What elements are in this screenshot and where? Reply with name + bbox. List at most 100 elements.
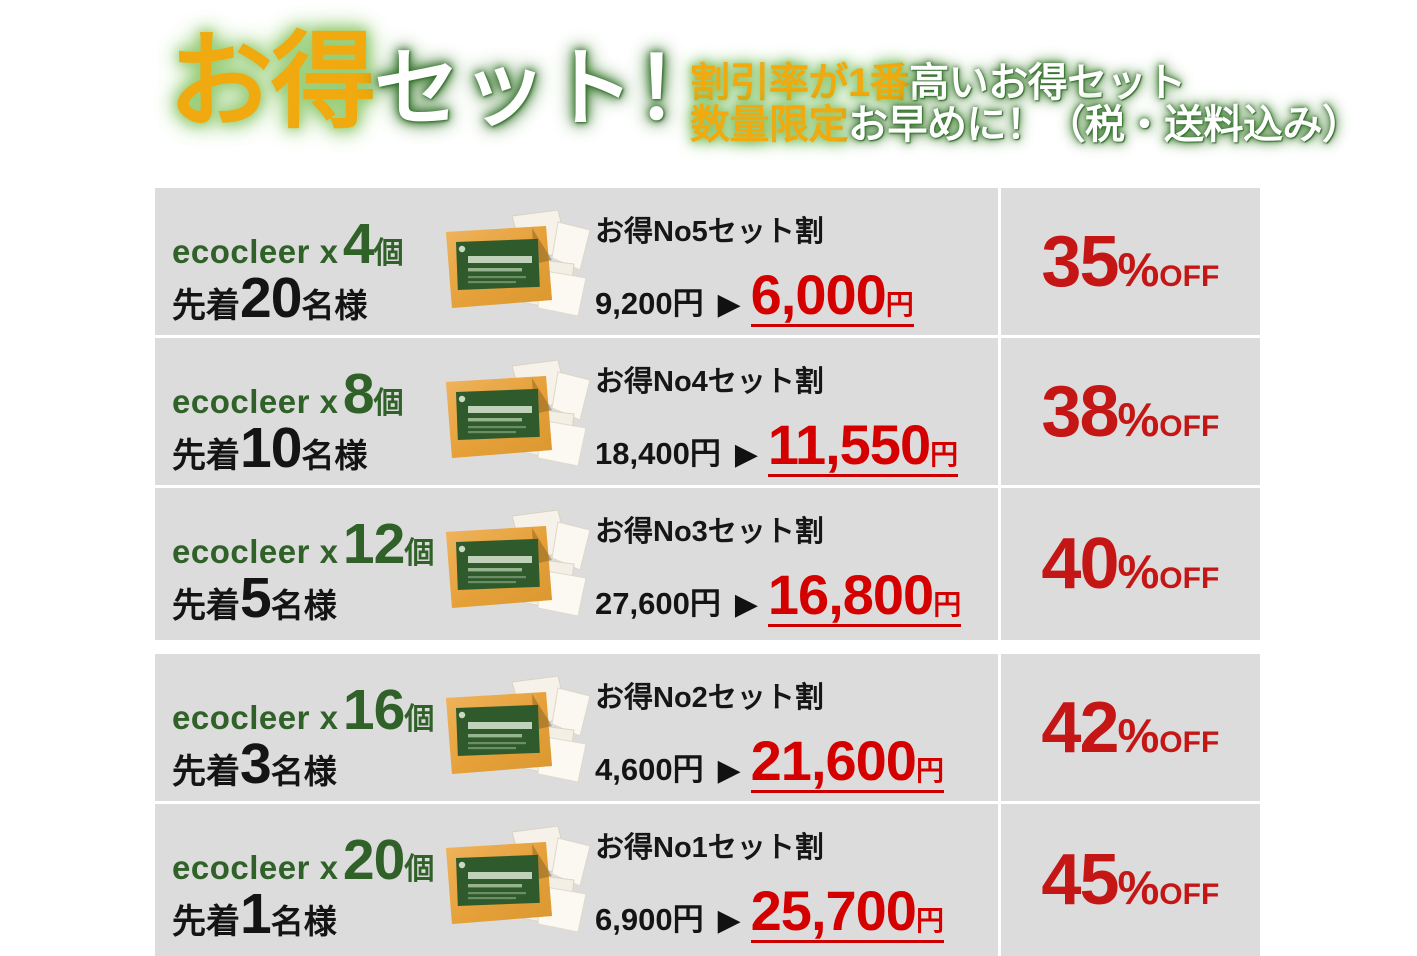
discounted-price-group: 16,800 円 [767,563,962,627]
table-row[interactable]: ecocleer x 20個 先着1名様 [155,804,1260,956]
row-group: ecocleer x 4個 先着20名様 [155,188,1260,640]
price-info: お得No4セット割 18,400円 ▶ 11,550 円 [595,368,959,477]
winners-prefix: 先着 [172,753,240,791]
row-details-cell: ecocleer x 4個 先着20名様 [155,188,998,338]
winners-prefix: 先着 [172,903,240,941]
subheading-line-1-highlight: 割引率が1番 [690,61,910,105]
winners-line: 先着1名様 [172,886,337,943]
winners-suffix: 名様 [270,753,337,790]
winners-line: 先着10名様 [172,420,367,477]
quantity-block: ecocleer x 4個 [172,216,404,273]
subheading-line-1-rest: 高いお得セット [909,61,1186,105]
winners-suffix: 名様 [270,587,337,624]
row-details-cell: ecocleer x 8個 先着10名様 [155,338,998,488]
brand-label: ecocleer x [172,383,339,420]
product-image-svg [446,675,591,783]
subheading-line-2-highlight: 数量限定 [690,103,849,148]
set-name: お得No1セット割 [595,832,824,864]
off-label: OFF [1159,259,1220,293]
arrow-right-icon: ▶ [717,754,741,787]
title-highlight: お得 [168,24,376,141]
quantity-unit: 個 [373,237,404,270]
winners-line: 先着20名様 [172,270,367,327]
discount-badge: 38%OFF [1001,376,1260,448]
price-line: 6,900円 ▶ 25,700 円 [595,883,944,943]
winners-line: 先着3名様 [172,736,337,793]
percent-symbol: % [1117,545,1160,598]
set-name: お得No3セット割 [595,516,824,548]
brand-label: ecocleer x [172,233,339,270]
product-image [440,824,605,944]
quantity-unit: 個 [404,853,435,886]
discounted-price: 6,000 [750,263,887,326]
winners-count: 1 [240,882,272,946]
subheading-line-1: 割引率が1番高いお得セット [690,62,1362,104]
discount-value: 38 [1041,371,1119,452]
price-info: お得No3セット割 27,600円 ▶ 16,800 円 [595,516,962,627]
winners-suffix: 名様 [270,903,337,940]
discount-cell: 45%OFF [1000,804,1260,956]
price-line: 4,600円 ▶ 21,600 円 [595,733,944,793]
kraft-envelope [446,526,552,608]
discount-value: 45 [1041,840,1119,920]
price-info: お得No5セット割 9,200円 ▶ 6,000 円 [595,218,914,327]
table-row[interactable]: ecocleer x 12個 先着5名様 [155,488,1260,640]
winners-prefix: 先着 [172,437,240,475]
price-line: 18,400円 ▶ 11,550 円 [595,417,959,477]
off-label: OFF [1159,725,1220,759]
product-image [440,508,605,628]
off-label: OFF [1159,878,1220,911]
discounted-price-group: 11,550 円 [767,417,959,477]
table-row[interactable]: ecocleer x 4個 先着20名様 [155,188,1260,338]
quantity-line: ecocleer x 16個 [172,682,434,739]
product-image [440,208,605,328]
promo-header: お得セット！ 割引率が1番高いお得セット 数量限定お早めに！（税・送料込み） [0,0,1417,178]
quantity-block: ecocleer x 16個 [172,682,434,739]
brand-label: ecocleer x [172,699,339,736]
discounted-price-yen: 円 [915,755,944,786]
percent-symbol: % [1117,392,1160,446]
discount-badge: 42%OFF [1001,692,1260,764]
discount-value: 35 [1041,221,1119,302]
pricing-table: ecocleer x 4個 先着20名様 [155,188,1260,956]
discounted-price: 25,700 [750,879,917,942]
quantity-line: ecocleer x 12個 [172,516,434,573]
off-label: OFF [1159,562,1220,595]
discount-cell: 40%OFF [1000,488,1260,640]
quantity-line: ecocleer x 4個 [172,216,404,273]
quantity-value: 16 [342,678,405,742]
quantity-unit: 個 [404,537,435,570]
discounted-price-group: 6,000 円 [750,263,914,327]
product-image-svg [446,209,591,317]
brand-label: ecocleer x [172,849,339,886]
original-price: 6,900円 [595,902,704,937]
discount-cell: 38%OFF [1000,338,1260,488]
discount-cell: 42%OFF [1000,654,1260,804]
table-row[interactable]: ecocleer x 16個 先着3名様 [155,654,1260,804]
discounted-price-group: 21,600 円 [750,729,944,793]
discounted-price: 16,800 [767,563,934,626]
price-line: 27,600円 ▶ 16,800 円 [595,563,962,627]
original-price: 4,600円 [595,752,704,787]
product-image [440,358,605,478]
original-price: 9,200円 [595,286,704,321]
page-title: お得セット！ [168,30,722,135]
promo-subheading: 割引率が1番高いお得セット 数量限定お早めに！（税・送料込み） [690,62,1362,147]
quantity-block: ecocleer x 8個 [172,366,404,423]
quantity-value: 8 [342,362,375,426]
percent-symbol: % [1117,861,1160,914]
brand-label: ecocleer x [172,533,339,570]
discounted-price: 21,600 [750,729,917,792]
quantity-value: 4 [342,212,375,276]
table-row[interactable]: ecocleer x 8個 先着10名様 [155,338,1260,488]
discount-cell: 35%OFF [1000,188,1260,338]
winners-count: 5 [240,566,272,630]
row-group: ecocleer x 16個 先着3名様 [155,654,1260,956]
group-separator [155,640,1260,654]
discount-value: 42 [1041,687,1119,768]
discount-badge: 35%OFF [1001,226,1260,298]
quantity-unit: 個 [404,703,435,736]
product-image-svg [446,509,591,617]
quantity-value: 12 [342,512,405,576]
winners-prefix: 先着 [172,587,240,625]
